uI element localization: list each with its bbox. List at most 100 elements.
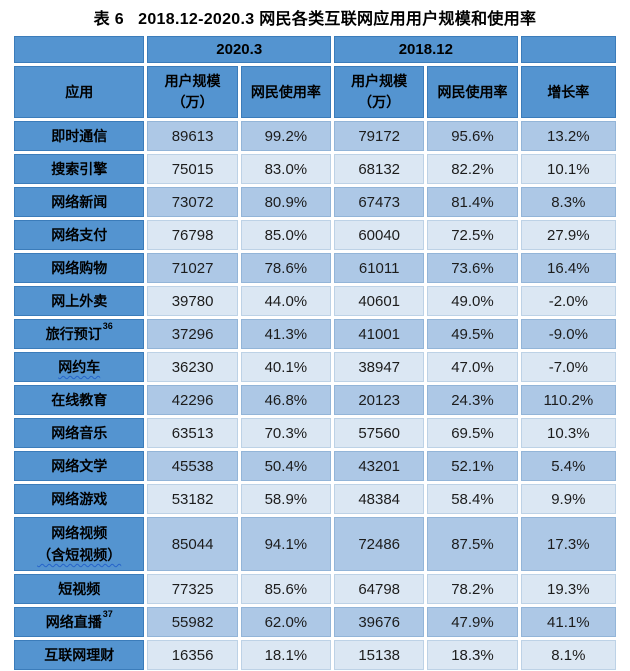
app-label-cell: 即时通信	[14, 121, 145, 151]
app-label-cell: 短视频	[14, 574, 145, 604]
usage-rate-2020-cell: 83.0%	[240, 154, 332, 184]
app-label-cell: 网络视频 （含短视频）	[14, 517, 145, 571]
user-scale-2018-cell: 68132	[334, 154, 425, 184]
usage-rate-2018-cell: 24.3%	[427, 385, 518, 415]
app-label-cell: 网络游戏	[14, 484, 145, 514]
app-label: 互联网理财	[44, 646, 115, 663]
usage-rate-2020-cell: 41.3%	[240, 319, 332, 349]
table-row: 即时通信 89613 99.2% 79172 95.6% 13.2%	[14, 121, 616, 151]
user-scale-2020-cell: 53182	[147, 484, 238, 514]
table-row: 互联网理财 16356 18.1% 15138 18.3% 8.1%	[14, 640, 616, 670]
app-label: 网约车	[58, 358, 101, 375]
usage-rate-2020-cell: 78.6%	[240, 253, 332, 283]
app-label-cell: 网络音乐	[14, 418, 145, 448]
table-row: 网络新闻 73072 80.9% 67473 81.4% 8.3%	[14, 187, 616, 217]
user-scale-2020-cell: 63513	[147, 418, 238, 448]
growth-rate-cell: 110.2%	[520, 385, 616, 415]
app-label: 在线教育	[51, 391, 108, 408]
table-row: 网络视频 （含短视频） 85044 94.1% 72486 87.5% 17.3%	[14, 517, 616, 571]
period-header-row: 2020.3 2018.12	[14, 36, 616, 63]
usage-rate-2018-cell: 69.5%	[427, 418, 518, 448]
table-row: 网约车 36230 40.1% 38947 47.0% -7.0%	[14, 352, 616, 382]
column-header-user-scale-2020: 用户规模 （万）	[147, 66, 238, 118]
app-label-cell: 旅行预订36	[14, 319, 145, 349]
app-label-cell: 网络购物	[14, 253, 145, 283]
usage-rate-2018-cell: 52.1%	[427, 451, 518, 481]
app-label-cell: 网络文学	[14, 451, 145, 481]
table-row: 网络游戏 53182 58.9% 48384 58.4% 9.9%	[14, 484, 616, 514]
user-scale-2020-cell: 75015	[147, 154, 238, 184]
user-scale-2018-cell: 43201	[334, 451, 425, 481]
usage-rate-2018-cell: 87.5%	[427, 517, 518, 571]
usage-rate-2020-cell: 50.4%	[240, 451, 332, 481]
usage-rate-2020-cell: 58.9%	[240, 484, 332, 514]
app-label-cell: 网络支付	[14, 220, 145, 250]
app-label: 网络支付	[51, 226, 108, 243]
usage-rate-2018-cell: 78.2%	[427, 574, 518, 604]
usage-rate-2018-cell: 81.4%	[427, 187, 518, 217]
app-label-cell: 网络直播37	[14, 607, 145, 637]
app-label-line2: （含短视频）	[37, 547, 122, 563]
growth-rate-cell: 17.3%	[520, 517, 616, 571]
user-scale-2020-cell: 42296	[147, 385, 238, 415]
table-row: 网络支付 76798 85.0% 60040 72.5% 27.9%	[14, 220, 616, 250]
user-scale-2020-cell: 55982	[147, 607, 238, 637]
app-label: 网络视频	[51, 524, 108, 541]
app-label-cell: 在线教育	[14, 385, 145, 415]
usage-rate-2018-cell: 47.9%	[427, 607, 518, 637]
growth-rate-cell: 5.4%	[520, 451, 616, 481]
growth-rate-cell: 16.4%	[520, 253, 616, 283]
header-period-2020-3: 2020.3	[147, 36, 332, 63]
app-label: 网络新闻	[51, 193, 108, 210]
column-header-usage-rate-2020: 网民使用率	[240, 66, 332, 118]
usage-rate-2018-cell: 49.0%	[427, 286, 518, 316]
usage-rate-2018-cell: 18.3%	[427, 640, 518, 670]
user-scale-2018-cell: 61011	[334, 253, 425, 283]
user-scale-2020-cell: 76798	[147, 220, 238, 250]
table-body: 即时通信 89613 99.2% 79172 95.6% 13.2% 搜索引擎 75015 83…	[14, 121, 616, 670]
app-label: 短视频	[58, 580, 101, 597]
table-title: 表 6 2018.12-2020.3 网民各类互联网应用用户规模和使用率	[93, 11, 537, 28]
user-scale-2018-cell: 57560	[334, 418, 425, 448]
footnote-marker: 37	[102, 609, 113, 620]
app-label: 网络游戏	[51, 490, 108, 507]
user-scale-2020-cell: 73072	[147, 187, 238, 217]
header-period-2018-12: 2018.12	[334, 36, 518, 63]
growth-rate-cell: 9.9%	[520, 484, 616, 514]
usage-rate-2018-cell: 58.4%	[427, 484, 518, 514]
column-header-row: 应用 用户规模 （万） 网民使用率 用户规模 （万） 网民使用率 增长率	[14, 66, 616, 118]
growth-rate-cell: 27.9%	[520, 220, 616, 250]
usage-rate-2020-cell: 62.0%	[240, 607, 332, 637]
usage-rate-2018-cell: 49.5%	[427, 319, 518, 349]
column-header-growth-rate: 增长率	[520, 66, 616, 118]
growth-rate-cell: 8.1%	[520, 640, 616, 670]
column-header-usage-rate-2018: 网民使用率	[427, 66, 518, 118]
growth-rate-cell: -7.0%	[520, 352, 616, 382]
usage-rate-2018-cell: 47.0%	[427, 352, 518, 382]
column-header-user-scale-2018: 用户规模 （万）	[334, 66, 425, 118]
table-row: 网络直播37 55982 62.0% 39676 47.9% 41.1%	[14, 607, 616, 637]
usage-rate-2020-cell: 46.8%	[240, 385, 332, 415]
app-label: 网络直播	[45, 613, 102, 630]
usage-rate-2020-cell: 70.3%	[240, 418, 332, 448]
app-label: 即时通信	[51, 127, 108, 144]
user-scale-2020-cell: 77325	[147, 574, 238, 604]
usage-rate-2020-cell: 94.1%	[240, 517, 332, 571]
usage-rate-2018-cell: 82.2%	[427, 154, 518, 184]
table-row: 网络文学 45538 50.4% 43201 52.1% 5.4%	[14, 451, 616, 481]
user-scale-2018-cell: 79172	[334, 121, 425, 151]
table-row: 搜索引擎 75015 83.0% 68132 82.2% 10.1%	[14, 154, 616, 184]
user-scale-2018-cell: 41001	[334, 319, 425, 349]
user-scale-2018-cell: 15138	[334, 640, 425, 670]
growth-rate-cell: 8.3%	[520, 187, 616, 217]
user-scale-2020-cell: 45538	[147, 451, 238, 481]
user-scale-2020-cell: 39780	[147, 286, 238, 316]
app-label-cell: 网上外卖	[14, 286, 145, 316]
app-label: 网络文学	[51, 457, 108, 474]
user-scale-2018-cell: 48384	[334, 484, 425, 514]
user-scale-2020-cell: 37296	[147, 319, 238, 349]
growth-rate-cell: -2.0%	[520, 286, 616, 316]
header-empty-corner-right	[520, 36, 616, 63]
table-row: 网络购物 71027 78.6% 61011 73.6% 16.4%	[14, 253, 616, 283]
